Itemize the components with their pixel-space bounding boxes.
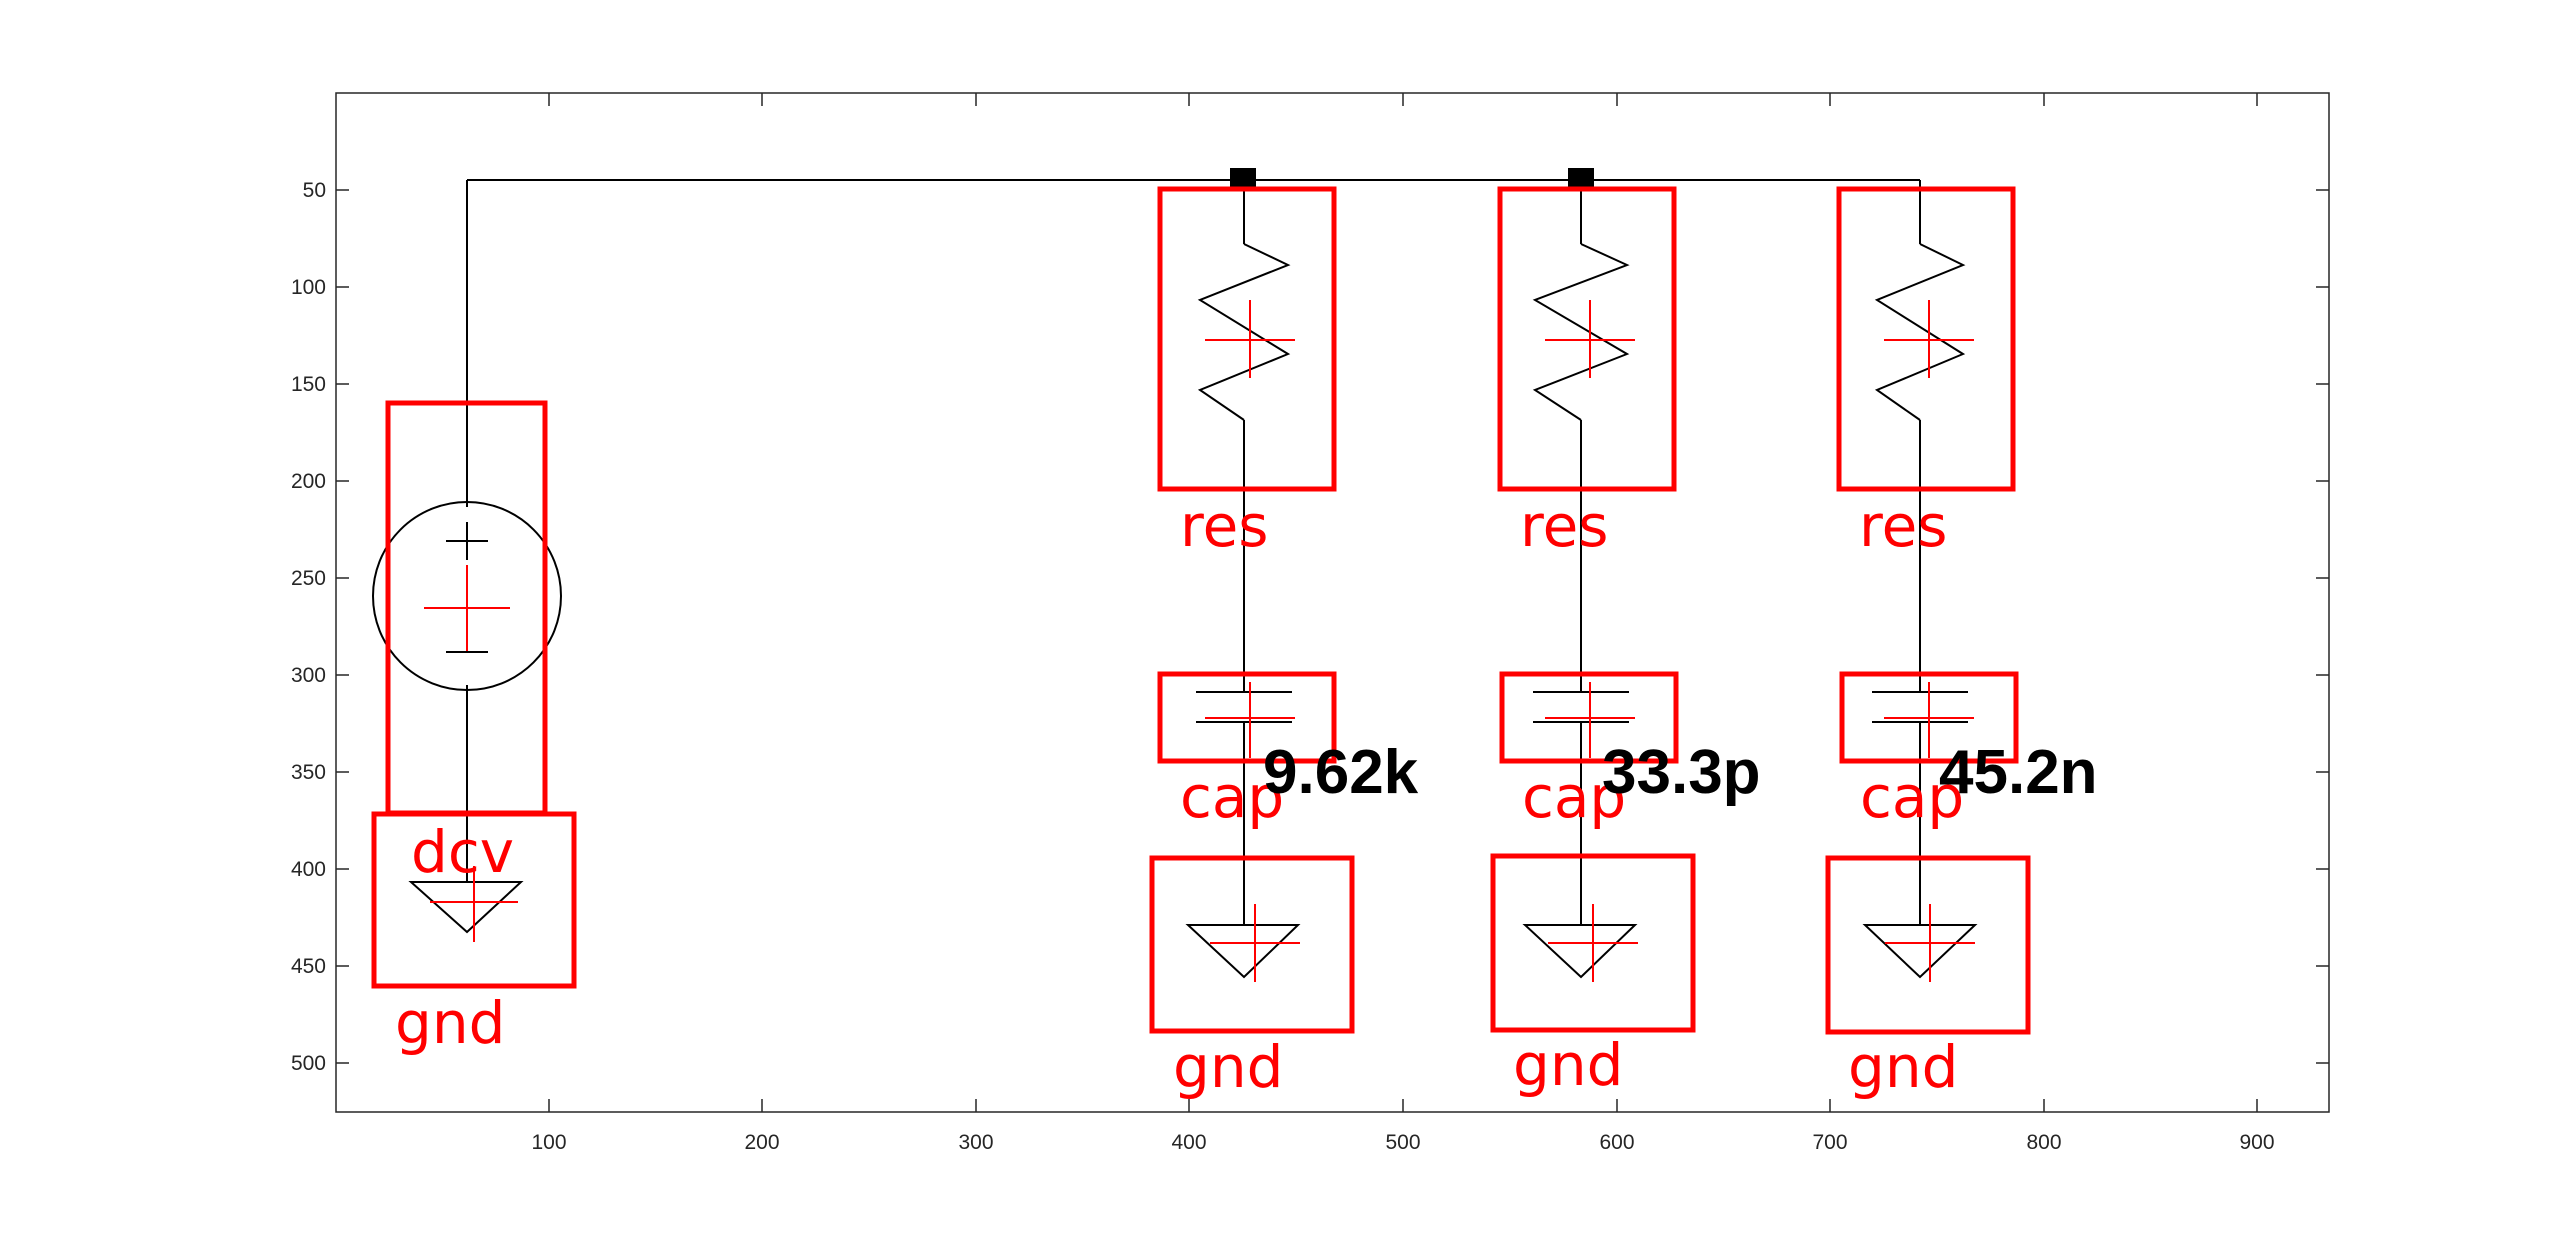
value-label: 33.3p [1602, 738, 1761, 807]
bbox-res-1 [1157, 186, 1337, 492]
bbox-gnd-1 [1149, 855, 1355, 1034]
resistor-symbol [1532, 243, 1630, 421]
bbox-res-2 [1497, 186, 1677, 492]
value-label: 45.2n [1939, 738, 2098, 807]
bbox-cap-1 [1157, 671, 1337, 764]
label-gnd: gnd [1513, 1031, 1623, 1099]
capacitor-symbol [1533, 691, 1629, 723]
label-gnd: gnd [1173, 1033, 1283, 1101]
x-tick-label: 500 [1385, 1131, 1420, 1154]
bbox-res-3 [1836, 186, 2016, 492]
value-label: 9.62k [1263, 738, 1419, 807]
label-res: res [1520, 492, 1608, 560]
label-cap: cap [1180, 763, 1284, 831]
x-tick-label: 800 [2026, 1131, 2061, 1154]
label-cap: cap [1860, 763, 1964, 831]
y-tick-label: 400 [291, 858, 326, 881]
x-axis-ticks [548, 93, 2258, 1112]
label-res: res [1859, 492, 1947, 560]
detection-boxes [371, 186, 2031, 1035]
bbox-cap-3 [1839, 671, 2019, 764]
y-tick-label: 450 [291, 955, 326, 978]
resistor-symbol [1874, 243, 1966, 421]
bbox-gnd-3 [1825, 855, 2031, 1035]
y-tick-label: 500 [291, 1052, 326, 1075]
circuit-wires [466, 179, 1921, 925]
x-tick-label: 200 [744, 1131, 779, 1154]
x-tick-label: 400 [1171, 1131, 1206, 1154]
label-cap: cap [1522, 763, 1626, 831]
label-dcv: dcv [411, 818, 514, 886]
y-tick-label: 250 [291, 567, 326, 590]
y-tick-label: 100 [291, 276, 326, 299]
y-tick-label: 200 [291, 470, 326, 493]
resistor-symbol [1197, 243, 1291, 421]
x-tick-label: 700 [1812, 1131, 1847, 1154]
capacitor-symbol [1872, 691, 1968, 723]
centroid-markers [424, 300, 1975, 982]
bbox-gnd-2 [1490, 853, 1696, 1033]
ground-symbol [1862, 924, 1978, 979]
x-tick-label: 900 [2239, 1131, 2274, 1154]
capacitor-symbol [1196, 691, 1292, 723]
x-tick-label: 300 [958, 1131, 993, 1154]
x-tick-label: 600 [1599, 1131, 1634, 1154]
ground-symbol [1522, 924, 1638, 979]
bbox-cap-2 [1499, 671, 1679, 764]
y-tick-label: 300 [291, 664, 326, 687]
label-gnd: gnd [1848, 1033, 1958, 1101]
x-tick-label: 100 [531, 1131, 566, 1154]
junction-dot [1568, 168, 1594, 188]
y-axis-ticks [336, 189, 2329, 1064]
label-res: res [1180, 492, 1268, 560]
ground-symbol [1185, 924, 1301, 979]
y-tick-label: 150 [291, 373, 326, 396]
dc-voltage-source [372, 501, 562, 691]
ground-symbol [408, 881, 524, 934]
label-gnd: gnd [395, 989, 505, 1057]
bbox-gnd-source [371, 811, 577, 989]
y-tick-label: 50 [303, 179, 326, 202]
junction-dot [1230, 168, 1256, 188]
y-tick-label: 350 [291, 761, 326, 784]
